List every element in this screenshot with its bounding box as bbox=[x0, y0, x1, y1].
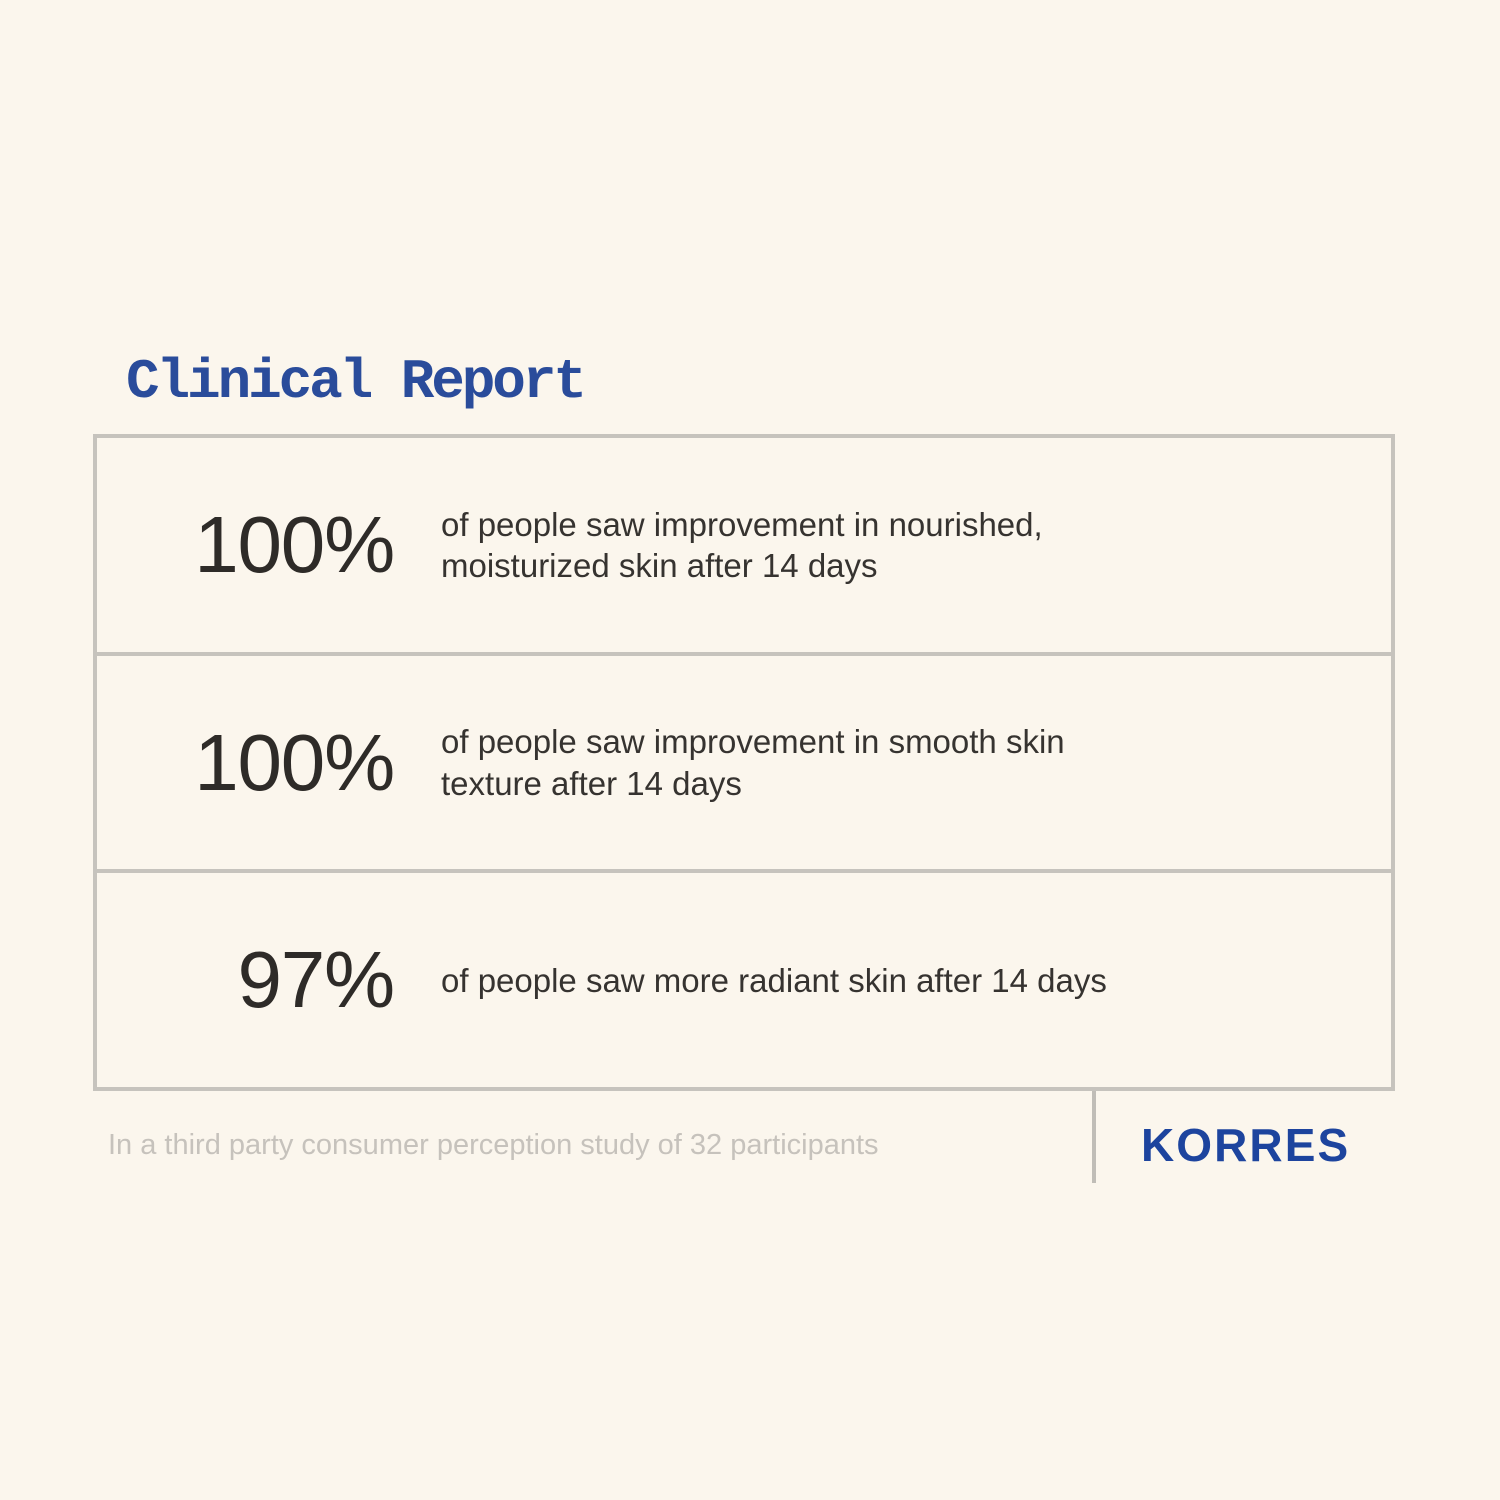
footer-divider-line bbox=[1092, 1091, 1096, 1183]
stat-value: 97% bbox=[237, 935, 395, 1025]
stat-value: 100% bbox=[194, 717, 395, 807]
stat-description: of people saw improvement in smooth skin… bbox=[441, 723, 1065, 802]
stat-value: 100% bbox=[194, 499, 395, 589]
stat-row: 100% of people saw improvement in nouris… bbox=[97, 438, 1391, 652]
stat-description: of people saw more radiant skin after 14… bbox=[441, 961, 1107, 999]
stat-row: 97% of people saw more radiant skin afte… bbox=[97, 869, 1391, 1087]
stat-description: of people saw improvement in nourished, … bbox=[441, 505, 1043, 584]
stat-row: 100% of people saw improvement in smooth… bbox=[97, 651, 1391, 870]
korres-logo: KORRES bbox=[1141, 1119, 1351, 1171]
page-title: Clinical Report bbox=[126, 350, 587, 414]
study-footnote: In a third party consumer perception stu… bbox=[108, 1129, 879, 1161]
stats-table: 100% of people saw improvement in nouris… bbox=[93, 434, 1395, 1091]
